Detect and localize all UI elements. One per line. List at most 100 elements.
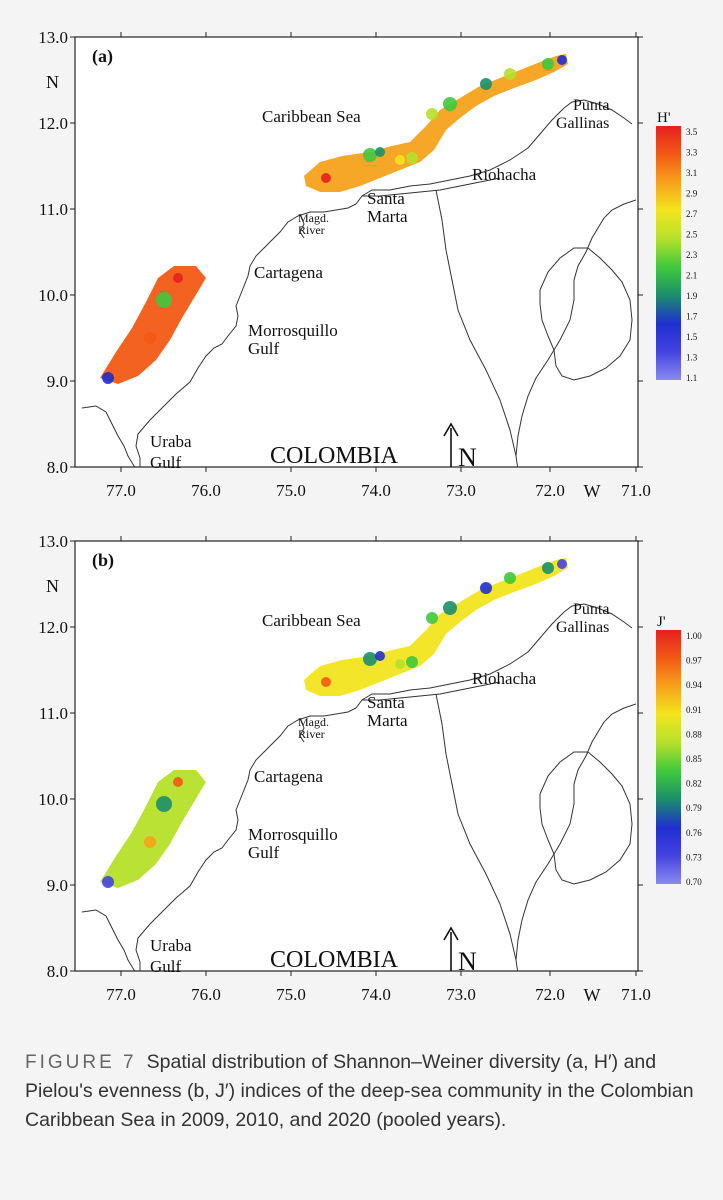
figure-caption: FIGURE 7 Spatial distribution of Shannon–…: [25, 1048, 705, 1135]
index-hotspot-14: [144, 836, 156, 848]
index-hotspot-7: [542, 562, 554, 574]
coastline-inner: [362, 177, 501, 197]
label-punta: Punta: [573, 601, 609, 618]
index-hotspot-3: [426, 108, 438, 120]
magdalena-river-line: [299, 213, 305, 239]
index-hotspot-8: [557, 559, 567, 569]
legend-tick-label: 0.88: [686, 729, 702, 739]
label-santa: Santa: [367, 189, 405, 208]
x-tick-label: 72.0: [535, 985, 565, 1004]
index-hotspot-11: [156, 796, 172, 812]
coastline-east: [515, 703, 637, 971]
legend-tick-label: 1.9: [686, 291, 698, 301]
y-tick-label: 12.0: [38, 618, 68, 637]
index-hotspot-12: [102, 372, 114, 384]
legend-tick-label: 2.7: [686, 209, 698, 219]
y-axis-unit: N: [46, 72, 59, 92]
north-arrow-label: N: [458, 443, 477, 472]
map-frame: [74, 36, 639, 468]
legend-tick-label: 1.3: [686, 353, 698, 363]
index-hotspot-10: [321, 173, 331, 183]
legend-tick-label: 0.97: [686, 656, 702, 666]
legend-tick-label: 3.3: [686, 148, 698, 158]
index-hotspot-14: [144, 332, 156, 344]
index-hotspot-2: [375, 651, 385, 661]
map-content: [81, 54, 637, 467]
coastline: [81, 603, 633, 971]
x-tick-label: 77.0: [106, 985, 136, 1004]
caption-label: FIGURE 7: [25, 1052, 137, 1073]
index-hotspot-3: [426, 612, 438, 624]
map-panel-a: 13.0 12.0 11.0 10.0 9.0 8.0 N 77.0 76.0 75.0 74.0 7…: [38, 28, 698, 500]
y-tick-label: 10.0: [38, 286, 68, 305]
y-tick-label: 11.0: [39, 200, 68, 219]
x-axis-unit: W: [584, 985, 601, 1004]
lagoon-outline: [539, 247, 633, 381]
label-uraba: Uraba: [150, 936, 192, 955]
x-tick-label: 73.0: [446, 481, 476, 500]
index-hotspot-10: [321, 677, 331, 687]
label-morrosquillo: Morrosquillo: [248, 825, 338, 844]
label-caribbean-sea: Caribbean Sea: [262, 107, 361, 126]
legend-tick-label: 0.82: [686, 779, 702, 789]
label-morrosquillo-gulf: Gulf: [248, 339, 280, 358]
legend-tick-label: 3.1: [686, 168, 697, 178]
legend-tick-label: 3.5: [686, 127, 698, 137]
y-tick-label: 9.0: [47, 876, 68, 895]
y-tick-label: 9.0: [47, 372, 68, 391]
y-tick-label: 12.0: [38, 114, 68, 133]
border-line: [435, 189, 517, 457]
index-hotspot-15: [395, 155, 405, 165]
index-hotspot-2: [375, 147, 385, 157]
x-tick-label: 71.0: [621, 985, 651, 1004]
caption-text: Spatial distribution of Shannon–Weiner d…: [25, 1051, 694, 1131]
label-colombia: COLOMBIA: [270, 947, 399, 973]
label-riohacha: Riohacha: [472, 165, 537, 184]
x-tick-label: 75.0: [276, 985, 306, 1004]
legend-tick-label: 0.73: [686, 852, 702, 862]
y-tick-label: 13.0: [38, 532, 68, 551]
label-magd: Magd.: [298, 715, 329, 729]
x-tick-label: 74.0: [361, 481, 391, 500]
legend-tick-label: 1.1: [686, 373, 697, 383]
legend-color-bar: [656, 630, 681, 884]
index-hotspot-7: [542, 58, 554, 70]
index-hotspot-13: [173, 777, 183, 787]
legend-title: H': [657, 110, 671, 126]
y-tick-label: 13.0: [38, 28, 68, 47]
legend-tick-label: 0.85: [686, 754, 702, 764]
index-hotspot-6: [504, 68, 516, 80]
legend-color-bar: [656, 126, 681, 380]
north-arrow-label: N: [458, 947, 477, 976]
index-hotspot-1: [363, 148, 377, 162]
north-arrow-head: [443, 422, 459, 437]
coastline-inner: [362, 681, 501, 701]
label-santa: Santa: [367, 693, 405, 712]
label-gallinas: Gallinas: [556, 619, 609, 636]
label-cartagena: Cartagena: [254, 767, 323, 786]
index-hotspot-8: [557, 55, 567, 65]
x-tick-label: 72.0: [535, 481, 565, 500]
panel-tag: (b): [92, 550, 114, 571]
index-hotspot-11: [156, 292, 172, 308]
map-frame: [74, 540, 639, 972]
index-hotspot-4: [443, 97, 457, 111]
label-gallinas: Gallinas: [556, 115, 609, 132]
coastline: [81, 99, 633, 467]
label-uraba: Uraba: [150, 432, 192, 451]
north-arrow-head: [443, 926, 459, 941]
label-caribbean-sea: Caribbean Sea: [262, 611, 361, 630]
index-hotspot-15: [395, 659, 405, 669]
legend-tick-label: 1.5: [686, 332, 698, 342]
y-tick-label: 10.0: [38, 790, 68, 809]
y-tick-label: 8.0: [47, 962, 68, 981]
panel-tag: (a): [92, 46, 113, 67]
legend-tick-label: 2.5: [686, 230, 698, 240]
coastline-east: [515, 199, 637, 467]
index-hotspot-13: [173, 273, 183, 283]
index-hotspot-5: [480, 582, 492, 594]
x-tick-label: 73.0: [446, 985, 476, 1004]
label-uraba-gulf: Gulf: [150, 453, 182, 472]
legend-tick-label: 1.00: [686, 631, 702, 641]
index-hotspot-9: [406, 656, 418, 668]
